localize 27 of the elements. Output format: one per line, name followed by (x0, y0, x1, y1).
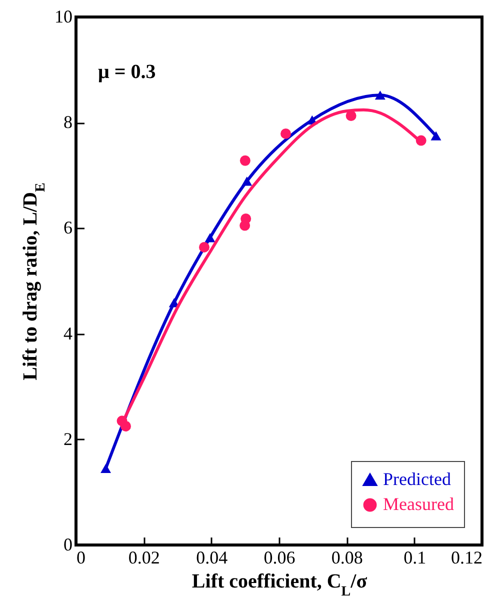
y-tick-label: 4 (64, 323, 72, 344)
x-axis-title: Lift coefficient, C$_{L}$/σ (192, 570, 368, 599)
point (240, 220, 250, 231)
legend-label: Measured (383, 494, 454, 514)
point (120, 420, 131, 432)
x-tick-label: 0.06 (264, 548, 296, 568)
point (240, 155, 250, 166)
y-tick-label: 0 (64, 534, 72, 554)
point (198, 242, 210, 252)
x-tick-label: 0.02 (128, 548, 160, 568)
x-tick-label: 0.1 (404, 548, 426, 568)
annotation: μ = 0.3 (98, 61, 156, 83)
point (430, 131, 442, 140)
point (100, 464, 112, 473)
point (242, 176, 252, 186)
point (280, 128, 292, 139)
x-tick-label: 0.08 (331, 548, 363, 568)
x-tick-label: 0 (76, 548, 86, 568)
x-tick-label: 0.04 (196, 548, 228, 568)
y-tick-label: 2 (64, 428, 72, 449)
point (204, 233, 216, 242)
point (374, 90, 386, 100)
y-tick-label: 8 (64, 112, 72, 132)
y-tick-label: 6 (64, 218, 72, 238)
x-tick-label: 0.12 (451, 548, 482, 568)
legend-label: Predicted (383, 469, 451, 489)
y-tick-label: 10 (54, 6, 72, 26)
